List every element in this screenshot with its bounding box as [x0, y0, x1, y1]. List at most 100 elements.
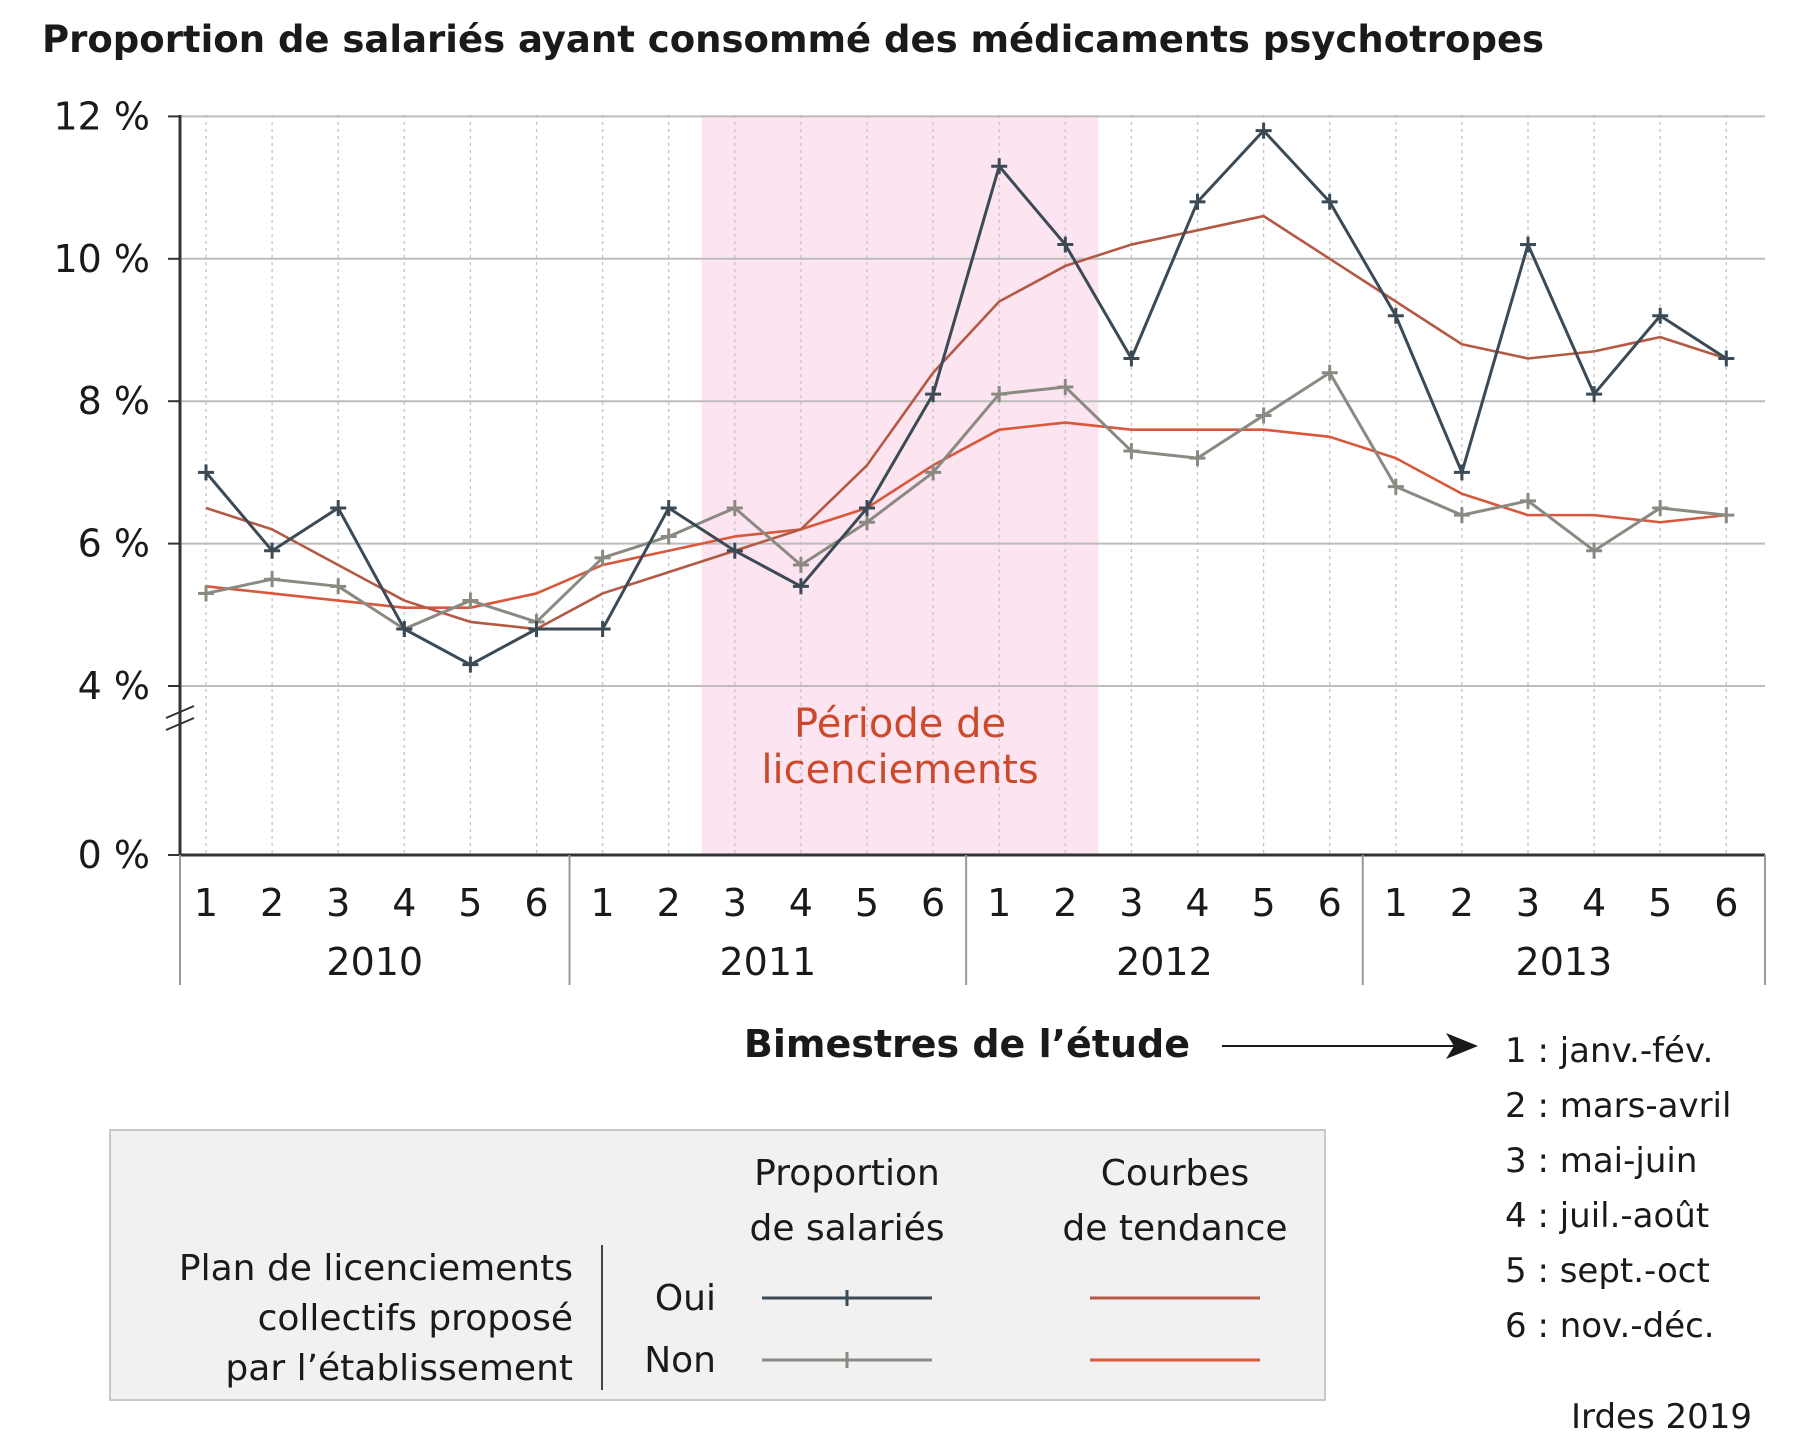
data-point	[1123, 443, 1140, 460]
legend-row-title: collectifs proposé	[258, 1298, 573, 1339]
data-point	[1255, 122, 1272, 139]
bimester-key-item: 2 : mars-avril	[1505, 1086, 1731, 1126]
data-point	[1586, 386, 1603, 403]
y-tick-label: 12 %	[53, 94, 150, 138]
data-point	[330, 578, 347, 595]
legend-row-label: Oui	[655, 1278, 716, 1319]
data-point	[792, 556, 809, 573]
x-tick-label: 3	[1119, 881, 1143, 925]
shaded-region	[701, 115, 1099, 855]
data-point	[1652, 500, 1669, 516]
data-point	[594, 621, 611, 638]
y-tick-label: 0 %	[78, 833, 150, 877]
x-tick-label: 5	[855, 881, 879, 925]
x-tick-label: 2	[260, 881, 284, 925]
x-tick-label: 4	[789, 881, 813, 925]
data-point	[660, 528, 677, 545]
data-point	[1520, 492, 1536, 509]
x-tick-label: 4	[392, 881, 416, 925]
data-point	[462, 592, 479, 609]
x-tick-label: 3	[1516, 881, 1540, 925]
chart-title: Proportion de salariés ayant consommé de…	[42, 18, 1544, 61]
data-point	[1453, 464, 1470, 481]
data-point	[925, 386, 942, 403]
legend-column-header: Courbes	[1101, 1153, 1250, 1194]
legend-column-header: de tendance	[1062, 1208, 1287, 1249]
data-point	[1189, 450, 1206, 467]
data-point	[1255, 407, 1272, 424]
y-tick-label: 4 %	[78, 664, 150, 708]
bimester-key-item: 5 : sept.-oct	[1505, 1251, 1710, 1291]
series-line-oui-proportion	[204, 129, 1728, 667]
series-line-non-tendance	[205, 421, 1727, 609]
year-label: 2012	[1116, 940, 1213, 984]
x-tick-label: 1	[1384, 881, 1408, 925]
data-point	[1321, 364, 1338, 381]
x-tick-label: 3	[326, 881, 350, 925]
shaded-region-label: licenciements	[761, 747, 1038, 793]
data-point	[991, 386, 1008, 403]
y-tick-label: 6 %	[78, 522, 150, 566]
x-tick-label: 2	[1053, 881, 1077, 925]
x-label-arrow-head	[1446, 1033, 1478, 1059]
year-label: 2011	[719, 940, 816, 984]
x-tick-label: 6	[921, 881, 945, 925]
data-point	[1718, 350, 1735, 367]
legend-row-title: par l’établissement	[225, 1348, 573, 1389]
x-tick-label: 2	[1450, 881, 1474, 925]
legend-column-header: Proportion	[754, 1153, 940, 1194]
data-point	[1057, 236, 1074, 253]
x-axis-label: Bimestres de l’étude	[744, 1022, 1190, 1066]
data-point	[264, 542, 281, 559]
year-label: 2013	[1516, 940, 1613, 984]
data-point	[726, 542, 743, 559]
x-tick-label: 5	[458, 881, 482, 925]
data-point	[396, 621, 413, 638]
bimester-key-item: 4 : juil.-août	[1505, 1196, 1709, 1236]
data-point	[198, 585, 214, 602]
data-point	[726, 500, 743, 516]
data-point	[1718, 507, 1735, 524]
series-line-non-proportion	[205, 371, 1727, 631]
data-point	[792, 578, 809, 595]
bimester-key-item: 6 : nov.-déc.	[1505, 1306, 1715, 1346]
legend-row-label: Non	[644, 1340, 716, 1381]
x-tick-label: 3	[723, 881, 747, 925]
axis-break-mark	[165, 705, 195, 719]
data-point	[925, 464, 942, 481]
x-tick-label: 2	[657, 881, 681, 925]
x-tick-label: 1	[987, 881, 1011, 925]
data-point	[1057, 378, 1074, 395]
x-tick-label: 4	[1185, 881, 1209, 925]
data-point	[198, 464, 214, 481]
y-tick-label: 10 %	[53, 237, 150, 281]
bimester-key-item: 1 : janv.-fév.	[1505, 1031, 1713, 1071]
data-point	[1520, 236, 1536, 253]
x-tick-label: 1	[194, 881, 218, 925]
x-tick-label: 6	[1714, 881, 1738, 925]
data-point	[1123, 350, 1140, 367]
data-point	[1586, 542, 1603, 559]
legend-box	[109, 1129, 1326, 1401]
x-tick-label: 5	[1648, 881, 1672, 925]
data-point	[528, 621, 545, 638]
year-label: 2010	[326, 940, 423, 984]
data-point	[1321, 193, 1338, 210]
y-tick-label: 8 %	[78, 379, 150, 423]
data-point	[1189, 193, 1206, 210]
legend-column-header: de salariés	[749, 1208, 944, 1249]
data-point	[264, 571, 281, 588]
data-point	[1387, 478, 1404, 495]
data-point	[594, 549, 611, 566]
data-point	[1453, 507, 1470, 524]
x-tick-label: 6	[1318, 881, 1342, 925]
x-tick-label: 4	[1582, 881, 1606, 925]
data-point	[859, 514, 875, 531]
axis-break-mark	[165, 717, 195, 731]
series-line-oui-tendance	[205, 214, 1727, 631]
x-tick-label: 6	[524, 881, 548, 925]
x-tick-label: 5	[1252, 881, 1276, 925]
data-point	[1652, 307, 1669, 324]
data-point	[462, 656, 479, 673]
